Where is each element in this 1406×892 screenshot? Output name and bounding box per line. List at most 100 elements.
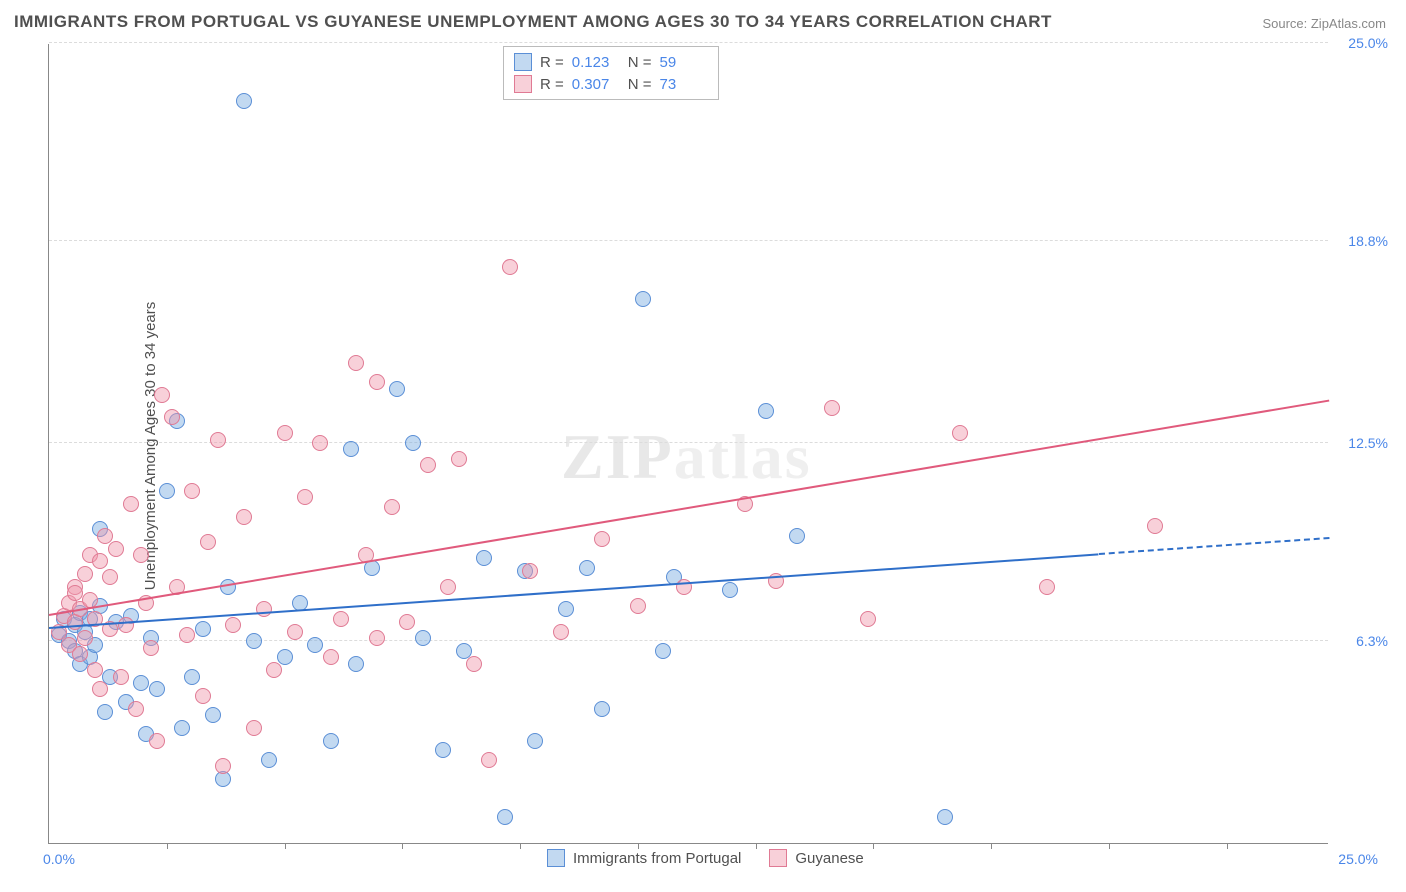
y-tick-label: 12.5%: [1334, 435, 1388, 451]
data-point-pink: [128, 701, 144, 717]
data-point-blue: [722, 582, 738, 598]
x-tick: [991, 843, 992, 849]
legend-row-blue: R = 0.123 N = 59: [514, 51, 708, 73]
data-point-blue: [389, 381, 405, 397]
data-point-pink: [133, 547, 149, 563]
data-point-pink: [594, 531, 610, 547]
legend-r-label: R =: [540, 54, 564, 71]
x-tick: [1227, 843, 1228, 849]
legend-item-pink: Guyanese: [769, 849, 863, 867]
legend-series: Immigrants from Portugal Guyanese: [547, 849, 864, 867]
data-point-pink: [154, 387, 170, 403]
legend-row-pink: R =0.307N =73: [514, 73, 708, 95]
data-point-blue: [937, 809, 953, 825]
y-tick-label: 6.3%: [1334, 633, 1388, 649]
data-point-pink: [333, 611, 349, 627]
data-point-pink: [77, 630, 93, 646]
chart-title: IMMIGRANTS FROM PORTUGAL VS GUYANESE UNE…: [14, 12, 1052, 32]
data-point-blue: [343, 441, 359, 457]
data-point-pink: [440, 579, 456, 595]
data-point-pink: [1039, 579, 1055, 595]
data-point-blue: [133, 675, 149, 691]
data-point-blue: [323, 733, 339, 749]
data-point-blue: [594, 701, 610, 717]
source-prefix: Source:: [1262, 16, 1310, 31]
data-point-pink: [256, 601, 272, 617]
data-point-blue: [184, 669, 200, 685]
data-point-pink: [92, 681, 108, 697]
data-point-pink: [123, 496, 139, 512]
legend-n-value: 73: [660, 76, 708, 93]
data-point-pink: [297, 489, 313, 505]
gridline: [49, 640, 1328, 641]
x-tick: [520, 843, 521, 849]
data-point-blue: [435, 742, 451, 758]
gridline: [49, 42, 1328, 43]
watermark: ZIPatlas: [561, 420, 812, 494]
data-point-blue: [405, 435, 421, 451]
data-point-pink: [108, 541, 124, 557]
scatter-chart: ZIPatlas 6.3%12.5%18.8%25.0%0.0%25.0%R =…: [48, 44, 1328, 844]
data-point-pink: [952, 425, 968, 441]
data-point-pink: [369, 374, 385, 390]
data-point-pink: [67, 585, 83, 601]
legend-swatch-pink-icon: [514, 75, 532, 93]
legend-swatch-blue-icon: [547, 849, 565, 867]
data-point-pink: [451, 451, 467, 467]
x-tick: [873, 843, 874, 849]
data-point-pink: [118, 617, 134, 633]
legend-n-value: 59: [660, 54, 708, 71]
data-point-pink: [348, 355, 364, 371]
legend-label: Immigrants from Portugal: [573, 850, 741, 867]
trend-line: [49, 553, 1099, 629]
data-point-pink: [143, 640, 159, 656]
legend-label: Guyanese: [795, 850, 863, 867]
data-point-blue: [476, 550, 492, 566]
x-max-label: 25.0%: [1338, 851, 1378, 867]
x-tick: [402, 843, 403, 849]
data-point-pink: [323, 649, 339, 665]
data-point-blue: [558, 601, 574, 617]
data-point-pink: [184, 483, 200, 499]
data-point-pink: [502, 259, 518, 275]
data-point-pink: [87, 662, 103, 678]
data-point-blue: [220, 579, 236, 595]
data-point-blue: [307, 637, 323, 653]
data-point-blue: [236, 93, 252, 109]
data-point-pink: [246, 720, 262, 736]
data-point-blue: [497, 809, 513, 825]
data-point-pink: [72, 646, 88, 662]
data-point-pink: [287, 624, 303, 640]
x-tick: [1109, 843, 1110, 849]
data-point-blue: [174, 720, 190, 736]
x-tick: [167, 843, 168, 849]
data-point-pink: [420, 457, 436, 473]
data-point-blue: [758, 403, 774, 419]
source-link[interactable]: ZipAtlas.com: [1311, 16, 1386, 31]
data-point-pink: [481, 752, 497, 768]
data-point-pink: [277, 425, 293, 441]
data-point-pink: [225, 617, 241, 633]
data-point-pink: [369, 630, 385, 646]
legend-item-blue: Immigrants from Portugal: [547, 849, 741, 867]
legend-r-value: 0.307: [572, 76, 620, 93]
data-point-pink: [195, 688, 211, 704]
gridline: [49, 442, 1328, 443]
data-point-pink: [179, 627, 195, 643]
data-point-pink: [210, 432, 226, 448]
legend-r-value: 0.123: [572, 54, 620, 71]
data-point-pink: [266, 662, 282, 678]
data-point-blue: [261, 752, 277, 768]
data-point-pink: [824, 400, 840, 416]
data-point-pink: [466, 656, 482, 672]
legend-n-label: N =: [628, 54, 652, 71]
data-point-pink: [113, 669, 129, 685]
data-point-pink: [215, 758, 231, 774]
legend-swatch-pink-icon: [769, 849, 787, 867]
data-point-pink: [399, 614, 415, 630]
data-point-pink: [553, 624, 569, 640]
x-origin-label: 0.0%: [43, 851, 75, 867]
data-point-pink: [312, 435, 328, 451]
data-point-blue: [348, 656, 364, 672]
data-point-blue: [159, 483, 175, 499]
